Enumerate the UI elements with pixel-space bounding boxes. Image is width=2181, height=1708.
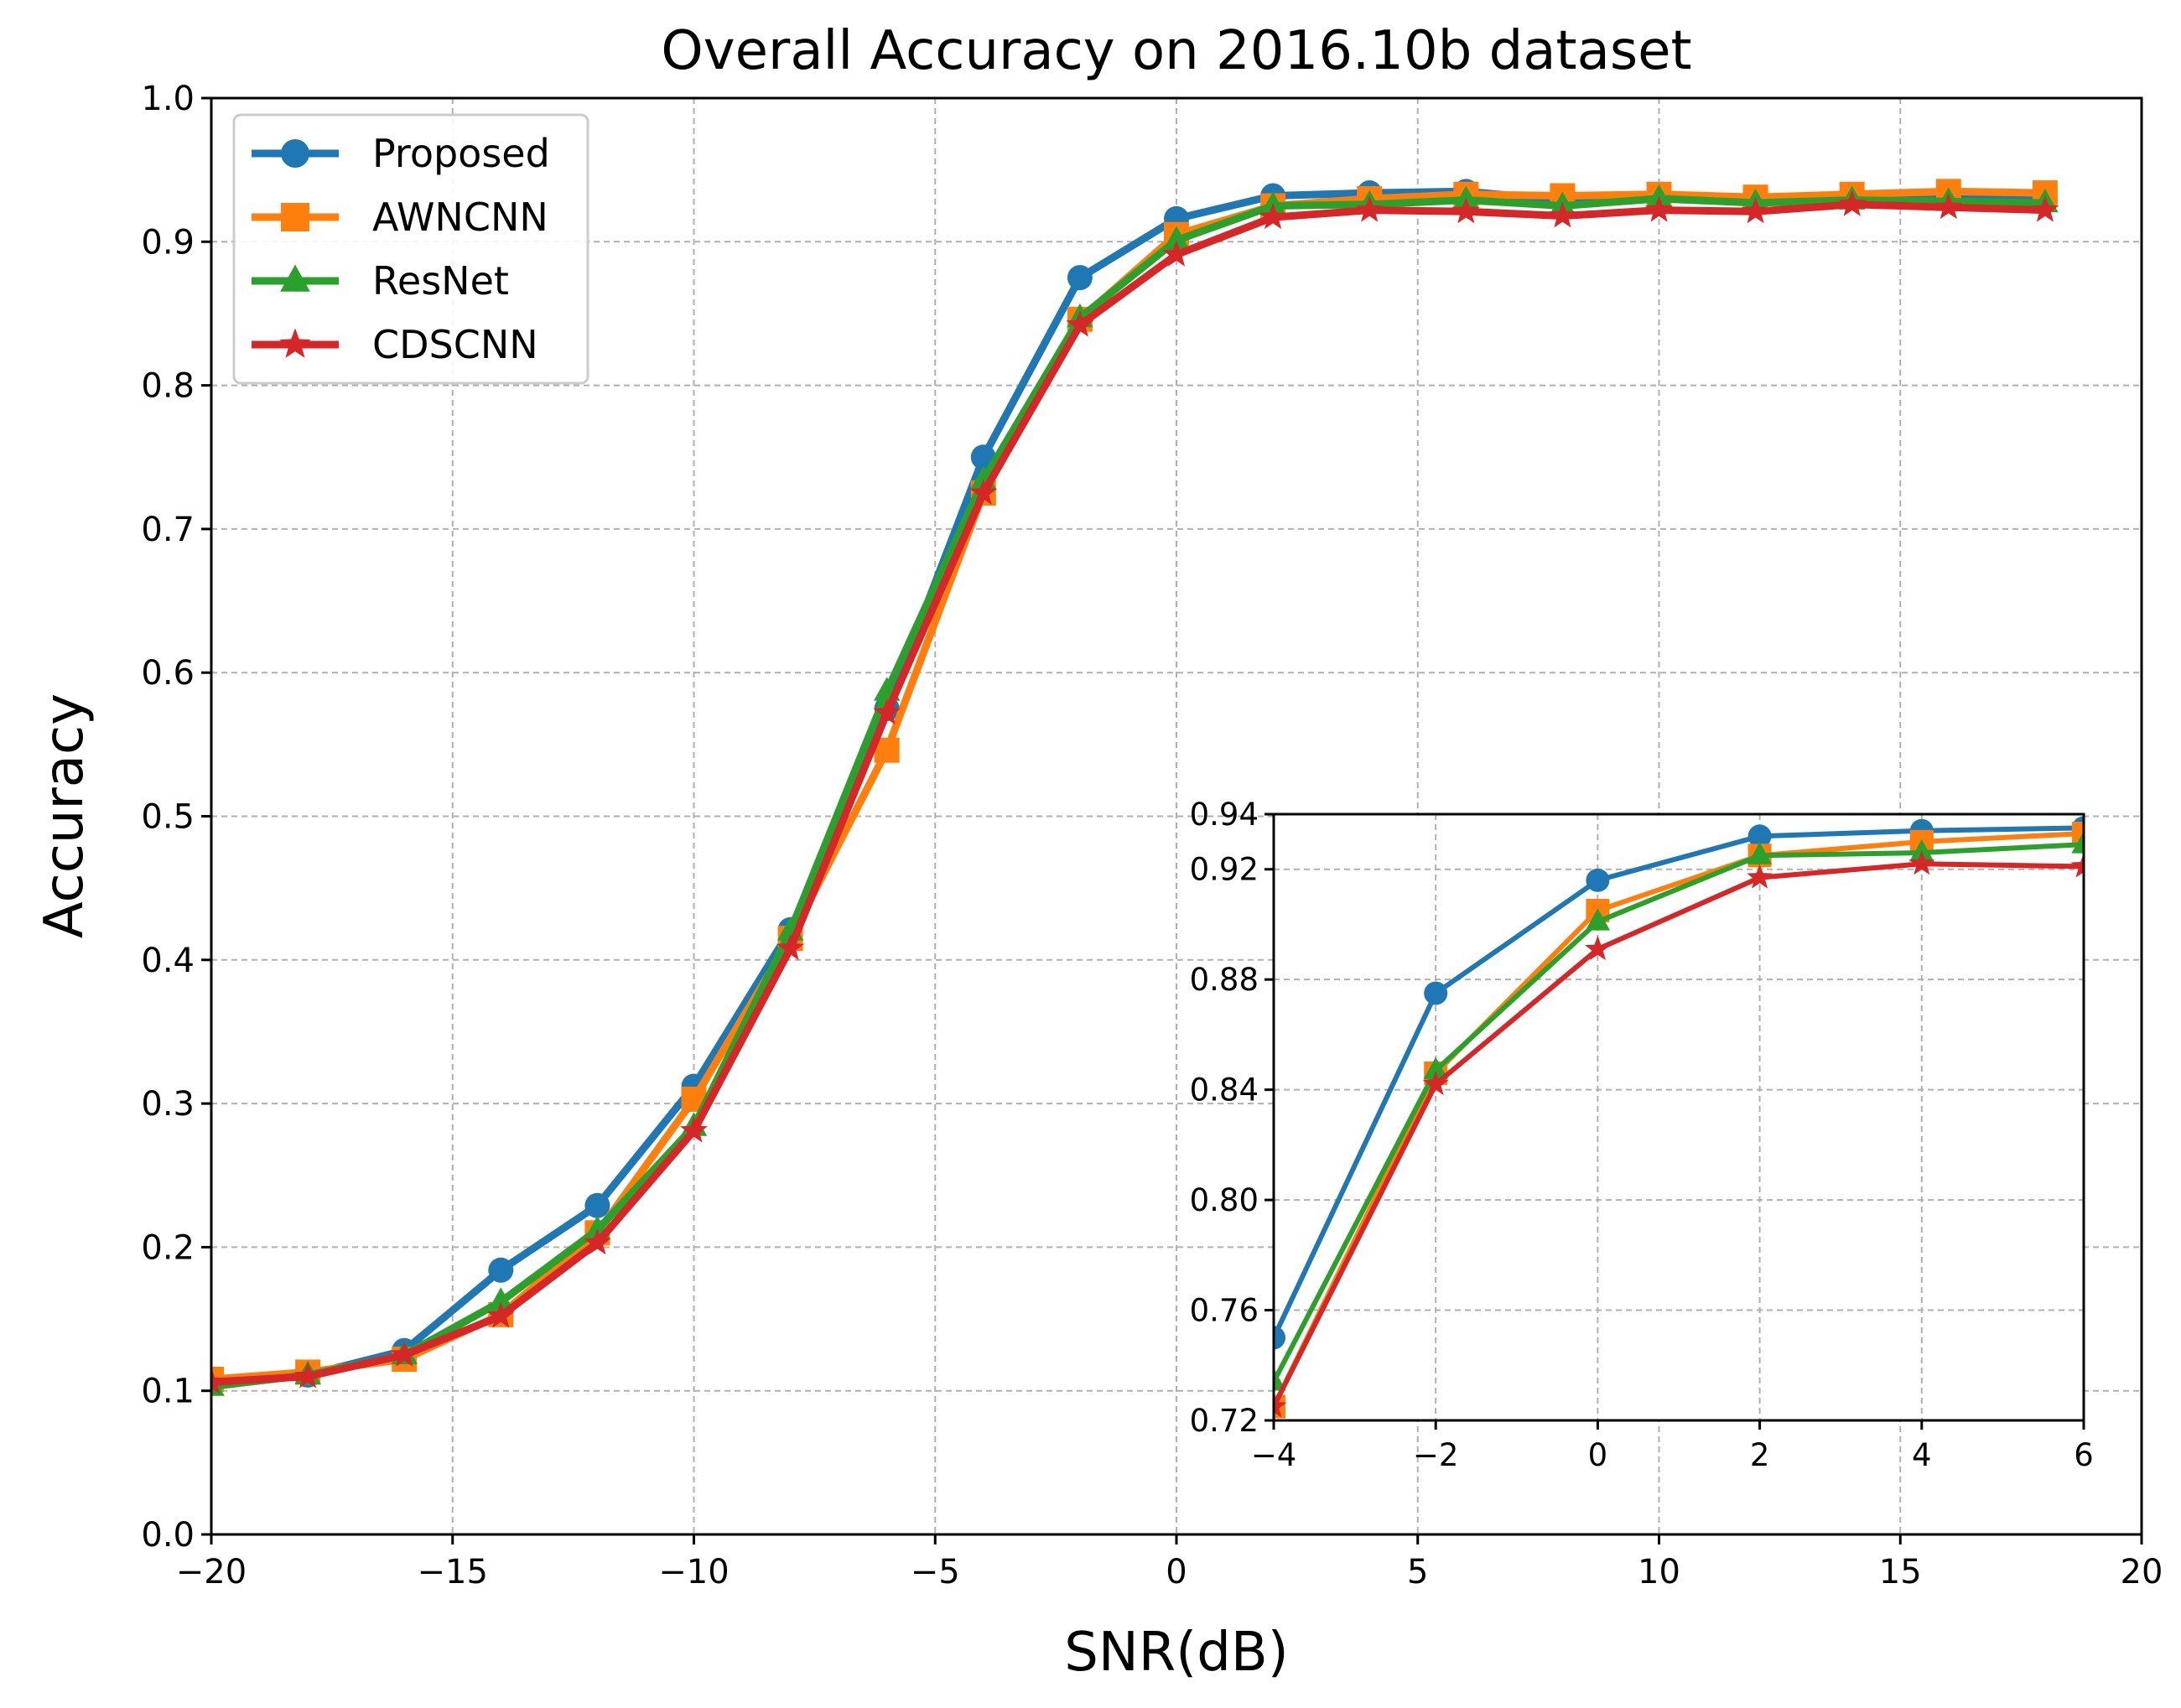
data-point-cdscnn	[1838, 189, 1867, 216]
y-tick-label: 0.6	[141, 654, 195, 693]
x-tick-label: 0	[1166, 1553, 1187, 1591]
inset-data-point-proposed	[1586, 868, 1610, 892]
y-tick-label: 0.4	[141, 942, 195, 980]
inset-data-point-cdscnn	[1908, 850, 1935, 875]
data-point-cdscnn	[776, 933, 804, 961]
x-tick-label: −5	[911, 1553, 960, 1591]
legend-marker-proposed	[281, 139, 309, 168]
data-point-cdscnn	[680, 1116, 708, 1143]
data-point-cdscnn	[1934, 192, 1963, 220]
inset-y-tick-label: 0.84	[1190, 1072, 1259, 1108]
y-tick-label: 0.3	[141, 1085, 195, 1124]
data-point-resnet	[1163, 226, 1190, 250]
data-point-cdscnn	[1451, 197, 1480, 224]
data-point-cdscnn	[1259, 202, 1287, 230]
y-axis-label: Accuracy	[34, 693, 96, 938]
data-point-cdscnn	[2031, 195, 2059, 222]
inset-x-tick-label: 0	[1588, 1437, 1608, 1473]
inset-data-point-cdscnn	[1747, 864, 1773, 889]
data-point-cdscnn	[969, 478, 998, 505]
main-series	[211, 179, 2059, 1396]
legend-label-proposed: Proposed	[372, 131, 550, 176]
x-tick-label: −10	[658, 1553, 729, 1591]
inset-data-point-proposed	[1424, 981, 1448, 1005]
data-point-cdscnn	[390, 1340, 418, 1367]
inset-data-point-proposed	[1747, 824, 1772, 849]
legend-box	[232, 113, 589, 385]
legend-marker-awncnn	[281, 203, 309, 231]
inset-y-tick-label: 0.88	[1190, 962, 1259, 998]
x-tick-label: −15	[418, 1553, 488, 1591]
inset-data-point-cdscnn	[1585, 935, 1611, 961]
inset-data-point-resnet	[1585, 908, 1611, 931]
data-point-cdscnn	[486, 1301, 515, 1328]
inset-series-line-awncnn	[1274, 831, 2084, 1408]
inset-y-tick-label: 0.76	[1190, 1293, 1259, 1329]
legend-label-resnet: ResNet	[372, 258, 509, 304]
chart-title: Overall Accuracy on 2016.10b dataset	[661, 20, 1691, 82]
inset-y-tick-label: 0.72	[1190, 1403, 1259, 1439]
y-tick-label: 0.7	[141, 511, 195, 549]
legend-label-awncnn: AWNCNN	[372, 195, 548, 240]
series-line-resnet	[211, 195, 2049, 1391]
inset-x-tick-label: 4	[1912, 1437, 1932, 1473]
data-point-proposed	[584, 1192, 610, 1218]
inset-data-point-resnet	[1747, 842, 1773, 864]
data-point-cdscnn	[1162, 240, 1191, 267]
inset-data-point-cdscnn	[1422, 1071, 1449, 1096]
inset-ticks: −4 −2 0 2 4 6 0.72 0.76 0.80 0.84 0.88 0.92 0.94	[1190, 797, 2094, 1473]
inset-data-point-resnet	[2071, 831, 2084, 854]
inset-background	[1274, 814, 2084, 1420]
x-tick-label: 10	[1638, 1553, 1680, 1591]
x-tick-label: 20	[2121, 1553, 2163, 1591]
data-point-resnet	[487, 1287, 515, 1311]
main-ticks: −20 −15 −10 −5 0 5 10 15 200.00.10.20.30.40.50.6…	[141, 80, 2163, 1591]
inset-x-tick-label: 6	[2074, 1437, 2094, 1473]
inset-data-point-proposed	[1274, 1326, 1285, 1350]
y-tick-label: 0.2	[141, 1228, 195, 1267]
inset-series-line-resnet	[1274, 842, 2084, 1384]
data-point-cdscnn	[1742, 197, 1769, 224]
data-point-cdscnn	[1645, 195, 1673, 222]
inset-plot-frame	[1272, 812, 2085, 1422]
inset-data-point-cdscnn	[1274, 1393, 1287, 1418]
inset-y-tick-label: 0.80	[1190, 1182, 1259, 1218]
legend-marker-resnet	[280, 264, 310, 292]
inset-zoom-plot: −4 −2 0 2 4 6 0.72 0.76 0.80 0.84 0.88 0.92 0.94	[1190, 797, 2094, 1473]
inset-y-tick-label: 0.92	[1190, 852, 1259, 888]
data-point-proposed	[1067, 265, 1093, 291]
data-point-cdscnn	[211, 1368, 226, 1394]
y-tick-label: 0.0	[141, 1516, 195, 1555]
legend-label-cdscnn: CDSCNN	[372, 322, 538, 367]
legend: Proposed AWNCNN ResNet CDSCNN	[232, 113, 589, 385]
legend-marker-cdscnn	[279, 328, 311, 358]
x-tick-label: 15	[1879, 1553, 1922, 1591]
y-tick-label: 1.0	[141, 80, 195, 118]
y-tick-label: 0.9	[141, 223, 195, 262]
inset-series-line-proposed	[1274, 825, 2084, 1339]
inset-series	[1274, 816, 2084, 1419]
data-point-cdscnn	[1066, 310, 1094, 337]
inset-x-tick-label: −4	[1251, 1437, 1297, 1473]
x-tick-label: 5	[1407, 1553, 1428, 1591]
inset-x-tick-label: 2	[1750, 1437, 1770, 1473]
y-tick-label: 0.8	[141, 367, 195, 406]
x-tick-label: −20	[176, 1553, 247, 1591]
data-point-cdscnn	[584, 1228, 611, 1255]
inset-series-line-cdscnn	[1274, 861, 2084, 1408]
x-axis-label: SNR(dB)	[1064, 1622, 1288, 1684]
data-point-proposed	[488, 1257, 514, 1283]
data-point-cdscnn	[1355, 195, 1384, 222]
inset-y-tick-label: 0.94	[1190, 797, 1259, 833]
series-line-cdscnn	[211, 200, 2049, 1386]
data-point-cdscnn	[873, 698, 901, 725]
data-point-cdscnn	[1549, 201, 1576, 228]
inset-data-point-cdscnn	[2070, 853, 2084, 878]
inset-data-point-resnet	[1423, 1056, 1448, 1080]
y-tick-label: 0.1	[141, 1373, 195, 1411]
data-point-cdscnn	[293, 1362, 322, 1389]
y-tick-label: 0.5	[141, 798, 195, 837]
inset-x-tick-label: −2	[1413, 1437, 1459, 1473]
